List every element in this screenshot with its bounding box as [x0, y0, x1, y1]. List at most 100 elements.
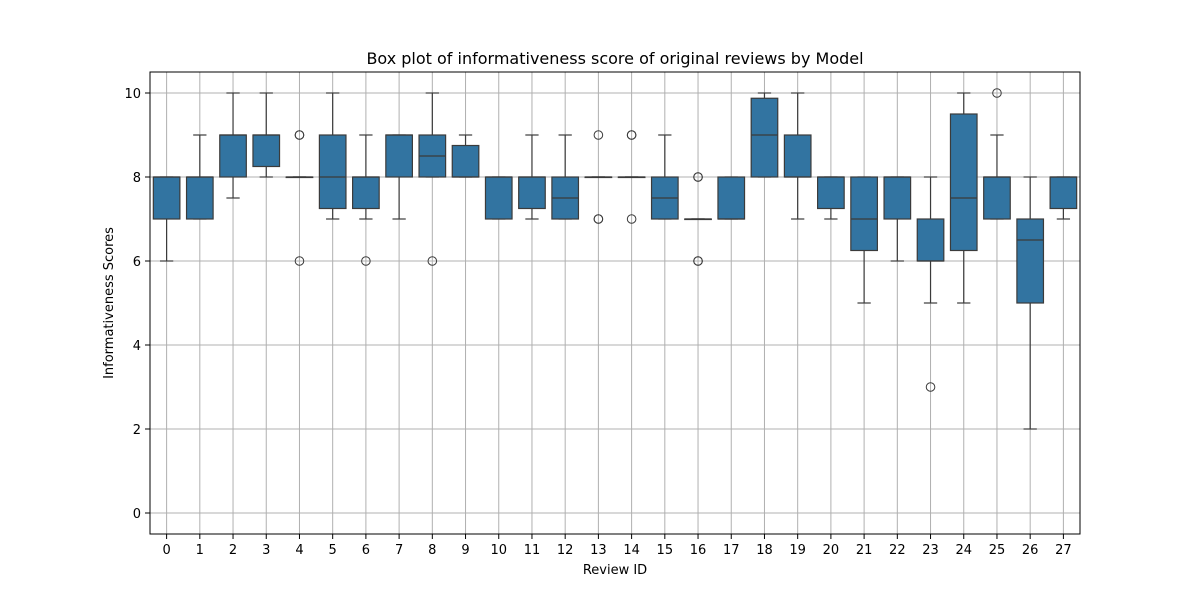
box-iqr: [1016, 218, 1045, 304]
y-tick-label: 8: [133, 171, 141, 186]
box-group-8: [418, 92, 447, 266]
box-iqr: [484, 176, 513, 220]
outlier-point: [294, 256, 305, 266]
x-tick-label: 18: [756, 543, 773, 558]
box-iqr: [252, 134, 281, 168]
box-iqr: [916, 218, 945, 262]
box-group-4: [285, 130, 314, 266]
y-tick-label: 0: [133, 507, 141, 522]
x-tick-label: 12: [557, 543, 574, 558]
box-iqr: [1049, 176, 1078, 210]
outlier-point: [626, 130, 637, 140]
x-tick-label: 16: [690, 543, 707, 558]
x-tick-label: 17: [723, 543, 740, 558]
chart-title: Box plot of informativeness score of ori…: [366, 49, 863, 68]
x-tick-label: 1: [196, 543, 204, 558]
x-tick-label: 19: [789, 543, 806, 558]
x-tick-label: 0: [162, 543, 170, 558]
box-group-5: [318, 92, 347, 220]
x-tick-label: 11: [524, 543, 541, 558]
x-tick-label: 6: [362, 543, 370, 558]
plot-frame: [149, 71, 1081, 535]
tick-layer: 0 1 2 3 4 5 6 7 8 9 10 11 12 13 14 15 16 17 18 19 20 21 22 23 24…: [124, 87, 1071, 558]
outlier-point: [626, 214, 637, 224]
box-group-3: [252, 92, 281, 178]
box-iqr: [883, 176, 912, 220]
y-axis-label: Informativeness Scores: [102, 227, 117, 379]
box-iqr: [318, 134, 347, 210]
box-iqr: [783, 134, 812, 178]
y-tick-label: 2: [133, 423, 141, 438]
box-group-24: [949, 92, 978, 304]
box-group-22: [883, 176, 912, 262]
x-tick-label: 25: [989, 543, 1006, 558]
box-iqr: [385, 134, 413, 178]
x-tick-label: 9: [461, 543, 469, 558]
box-iqr: [152, 176, 181, 220]
box-layer: [152, 88, 1078, 430]
box-iqr: [850, 176, 878, 252]
box-iqr: [750, 97, 779, 178]
outlier-point: [693, 256, 703, 266]
outlier-point: [992, 88, 1002, 98]
box-group-14: [617, 130, 646, 224]
box-group-11: [518, 134, 546, 220]
box-iqr: [219, 134, 247, 178]
box-group-7: [385, 134, 413, 220]
x-tick-label: 8: [428, 543, 436, 558]
box-group-19: [783, 92, 812, 220]
x-tick-label: 10: [490, 543, 507, 558]
outlier-point: [593, 130, 604, 140]
x-tick-label: 26: [1022, 543, 1039, 558]
y-tick-label: 4: [133, 339, 141, 354]
box-group-21: [850, 176, 878, 304]
outlier-point: [925, 382, 936, 392]
outlier-point: [693, 172, 703, 182]
x-tick-label: 5: [329, 543, 337, 558]
x-tick-label: 20: [823, 543, 840, 558]
x-axis-label: Review ID: [583, 563, 647, 578]
box-group-23: [916, 176, 945, 392]
box-group-0: [152, 176, 181, 262]
box-group-1: [185, 134, 214, 220]
x-tick-label: 24: [955, 543, 972, 558]
box-group-16: [684, 172, 712, 266]
x-tick-label: 22: [889, 543, 906, 558]
x-tick-label: 23: [922, 543, 939, 558]
x-tick-label: 7: [395, 543, 403, 558]
box-group-25: [983, 88, 1011, 220]
box-group-18: [750, 92, 779, 178]
x-tick-label: 4: [295, 543, 303, 558]
x-tick-label: 13: [590, 543, 607, 558]
x-tick-label: 21: [856, 543, 873, 558]
box-iqr: [352, 176, 380, 210]
box-iqr: [185, 176, 214, 220]
box-iqr: [949, 113, 978, 252]
box-group-10: [484, 176, 513, 220]
box-group-27: [1049, 176, 1078, 220]
outlier-point: [593, 214, 604, 224]
box-group-13: [584, 130, 613, 224]
box-group-9: [451, 134, 480, 178]
outlier-point: [361, 256, 371, 266]
box-group-15: [650, 134, 679, 220]
box-iqr: [451, 144, 480, 178]
x-tick-label: 14: [623, 543, 640, 558]
box-iqr: [717, 176, 746, 220]
x-tick-label: 2: [229, 543, 237, 558]
y-tick-label: 10: [124, 87, 141, 102]
y-tick-label: 6: [133, 255, 141, 270]
box-group-6: [352, 134, 380, 266]
box-group-20: [817, 176, 845, 220]
box-group-2: [219, 92, 247, 199]
outlier-point: [427, 256, 438, 266]
box-group-26: [1016, 176, 1045, 430]
box-group-17: [717, 176, 746, 220]
x-tick-label: 3: [262, 543, 270, 558]
box-iqr: [983, 176, 1011, 220]
box-group-12: [551, 134, 580, 220]
x-tick-label: 27: [1055, 543, 1072, 558]
box-iqr: [817, 176, 845, 210]
outlier-point: [294, 130, 305, 140]
